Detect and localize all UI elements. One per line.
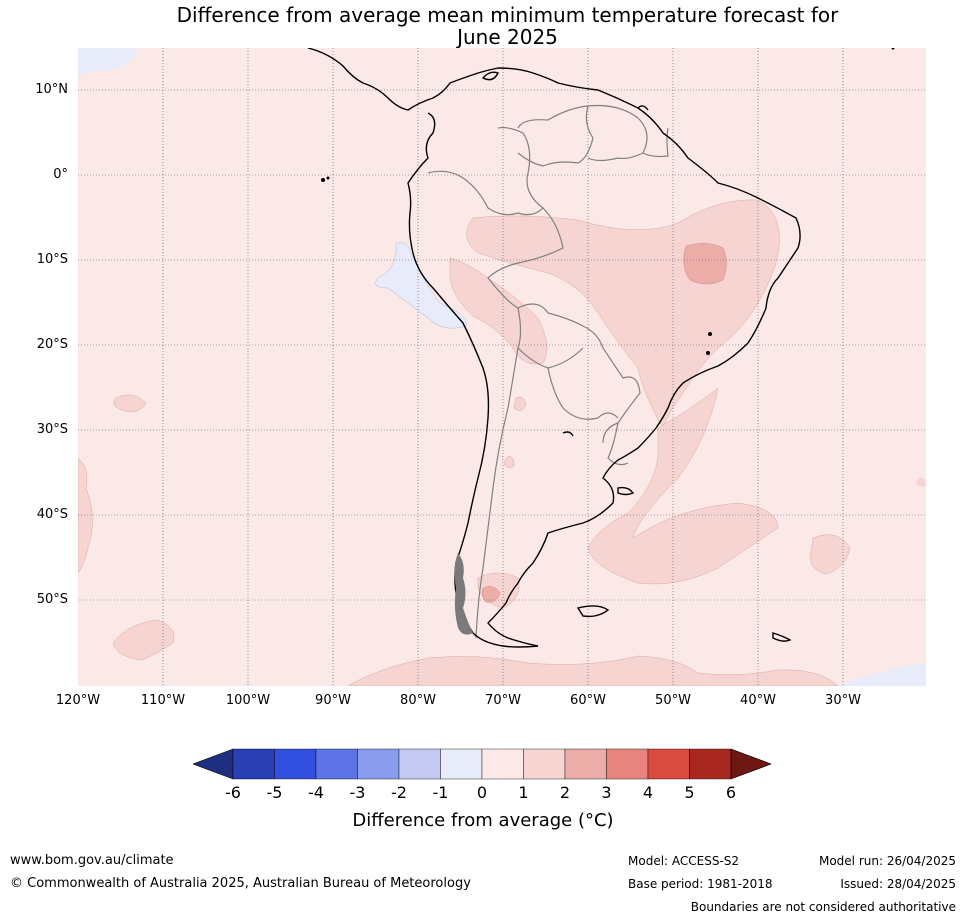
warm-anomaly-area <box>113 394 147 413</box>
disclaimer-text: Boundaries are not considered authoritat… <box>690 900 956 914</box>
colorbar-tick-label: -2 <box>391 783 407 802</box>
warm-anomaly-core <box>683 243 727 285</box>
warm-anomaly-area <box>810 534 851 575</box>
colorbar-label: Difference from average (°C) <box>352 810 614 831</box>
lon-label: 60°W <box>570 693 606 708</box>
lat-label: 10°S <box>36 252 68 267</box>
graticule <box>78 48 926 686</box>
colorbar-segment <box>689 748 732 780</box>
warm-anomaly-core <box>481 586 501 603</box>
colorbar-tick-label: 3 <box>601 783 612 802</box>
map-panel <box>78 48 926 686</box>
copyright-text: © Commonwealth of Australia 2025, Austra… <box>10 876 471 891</box>
lon-label: 90°W <box>315 693 351 708</box>
coastlines <box>307 48 801 648</box>
colorbar-tick-label: -5 <box>266 783 283 802</box>
colorbar-segment <box>274 748 317 780</box>
colorbar-segment <box>564 748 607 780</box>
colorbar-segment <box>357 748 400 780</box>
warm-anomaly-area <box>78 457 93 574</box>
warm-anomaly-area <box>587 387 779 585</box>
warm-anomaly-area <box>503 456 515 468</box>
warm-anomaly-area <box>513 396 527 411</box>
colorbar-segment <box>315 748 358 780</box>
colorbar-tick-label: 1 <box>518 783 529 802</box>
lon-label: 40°W <box>740 693 776 708</box>
colorbar-tick-label: 5 <box>684 783 695 802</box>
base-period-text: Base period: 1981-2018 <box>628 877 773 891</box>
website-text: www.bom.gov.au/climate <box>10 853 174 868</box>
colorbar <box>193 748 772 780</box>
colorbar-max-arrow <box>730 748 772 780</box>
colorbar-tick-label: -1 <box>432 783 449 802</box>
colorbar-tick-label: 6 <box>725 783 737 802</box>
model-run-text: Model run: 26/04/2025 <box>818 854 956 868</box>
colorbar-segment <box>523 748 566 780</box>
lat-label: 0° <box>53 167 68 182</box>
colorbar-segment <box>606 748 649 780</box>
cool-anomaly-area <box>838 663 926 686</box>
country-borders <box>427 104 669 639</box>
cool-anomaly-area <box>78 48 138 76</box>
lat-label: 40°S <box>36 507 68 522</box>
warm-anomaly-area <box>112 619 175 661</box>
colorbar-segment <box>647 748 690 780</box>
issued-text: Issued: 28/04/2025 <box>840 877 956 891</box>
lat-label: 10°N <box>35 82 68 97</box>
lon-label: 50°W <box>655 693 691 708</box>
forecast-map <box>78 48 926 686</box>
warm-anomaly-area <box>916 477 926 487</box>
lat-label: 20°S <box>36 337 68 352</box>
lat-label: 30°S <box>36 422 68 437</box>
colorbar-segment <box>232 748 275 780</box>
colorbar-tick-label: 4 <box>642 783 654 802</box>
lon-label: 80°W <box>400 693 436 708</box>
model-text: Model: ACCESS-S2 <box>628 854 740 868</box>
colorbar-segment <box>440 748 483 780</box>
map-title: Difference from average mean minimum tem… <box>0 4 965 48</box>
lon-label: 30°W <box>825 693 861 708</box>
title-line-1: Difference from average mean minimum tem… <box>176 3 839 27</box>
lon-label: 120°W <box>55 693 101 708</box>
colorbar-segment <box>398 748 441 780</box>
lat-label: 50°S <box>36 592 68 607</box>
fjord-coast <box>454 553 473 635</box>
colorbar-tick-label: -4 <box>308 783 324 802</box>
lon-label: 100°W <box>225 693 271 708</box>
warm-anomaly-area <box>347 655 839 686</box>
lon-label: 70°W <box>485 693 521 708</box>
colorbar-min-arrow <box>193 748 234 780</box>
colorbar-tick-label: -6 <box>225 783 241 802</box>
colorbar-segments <box>193 748 772 780</box>
colorbar-tick-label: -3 <box>349 783 366 802</box>
island-markers <box>321 48 895 355</box>
colorbar-tick-label: 2 <box>559 783 571 802</box>
lon-label: 110°W <box>140 693 186 708</box>
colorbar-segment <box>481 748 524 780</box>
title-line-2: June 2025 <box>457 25 558 49</box>
colorbar-tick-label: 0 <box>476 783 488 802</box>
